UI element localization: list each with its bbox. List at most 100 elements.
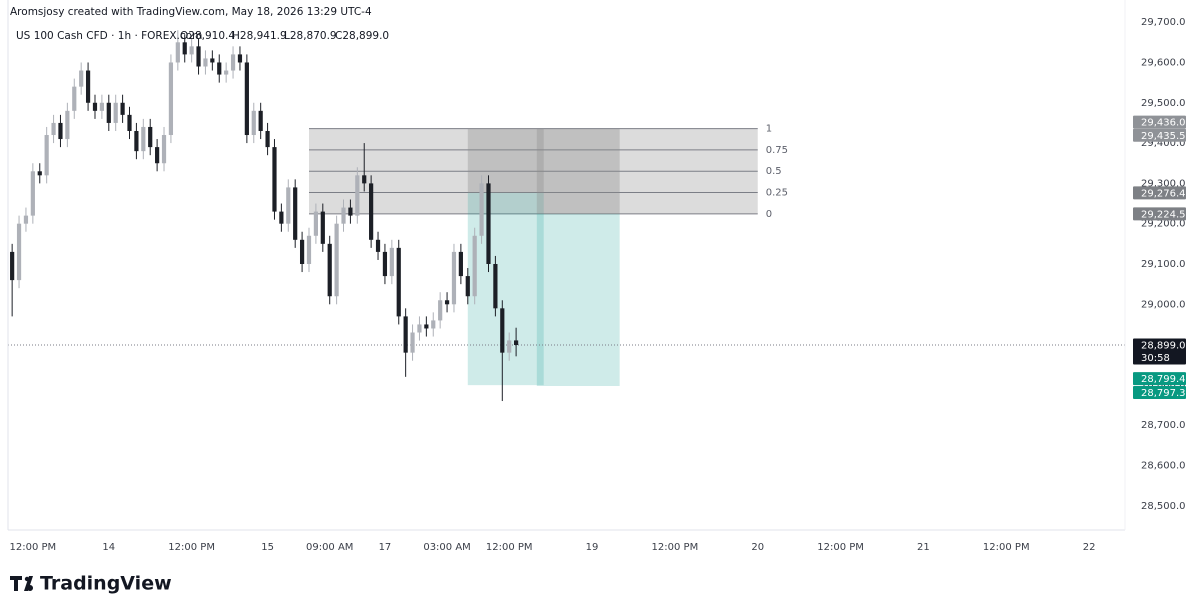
candle-body	[410, 332, 415, 353]
candle-body	[113, 102, 118, 123]
price-badge-label: 29,435.5	[1141, 131, 1186, 142]
x-tick-label: 09:00 AM	[306, 542, 353, 553]
candle-body	[23, 215, 29, 224]
price-badge	[1133, 385, 1186, 399]
y-tick-label: 29,600.0	[1141, 57, 1186, 68]
ohlc-low: L28,870.9	[284, 30, 337, 42]
last-price-badge	[1133, 338, 1186, 365]
candle-body	[265, 130, 270, 148]
x-tick-label: 17	[379, 542, 392, 553]
y-tick-label: 29,700.0	[1141, 17, 1186, 28]
candle-body	[320, 211, 325, 244]
candle-body	[258, 110, 263, 131]
target-zone	[536, 213, 620, 386]
y-tick-label: 29,000.0	[1141, 299, 1186, 310]
candle-body	[348, 207, 353, 216]
x-tick-label: 12:00 PM	[10, 542, 57, 553]
candle-body	[92, 102, 98, 111]
y-tick-label: 29,100.0	[1141, 259, 1186, 270]
x-tick-label: 12:00 PM	[168, 542, 215, 553]
candle-body	[431, 320, 436, 329]
x-tick-label: 20	[751, 542, 764, 553]
candle-body	[251, 110, 256, 136]
axes: 28,500.028,600.028,700.028,800.028,900.0…	[7, 0, 1186, 553]
x-tick-label: 12:00 PM	[652, 542, 699, 553]
candle-body	[65, 110, 70, 140]
price-badge	[1133, 186, 1186, 200]
y-tick-label: 28,500.0	[1141, 501, 1186, 512]
candle-body	[272, 147, 277, 212]
fib-level-label: 0.75	[766, 145, 788, 156]
candle-body	[472, 235, 477, 297]
candle-body	[458, 251, 463, 277]
candle-body	[293, 187, 298, 240]
ohlc-open: O28,910.4	[180, 30, 235, 42]
created-by: Aromsjosy created with TradingView.com, …	[10, 6, 372, 18]
candle-body	[334, 223, 339, 297]
candle-body	[99, 102, 104, 111]
y-tick-label: 29,300.0	[1141, 178, 1186, 189]
x-tick-label: 12:00 PM	[817, 542, 864, 553]
candle-body	[141, 126, 146, 152]
candle-body	[148, 126, 153, 148]
candle-body	[403, 316, 408, 353]
candle-body	[72, 86, 77, 111]
fib-level-label: 1	[766, 124, 772, 135]
x-tick-label: 14	[102, 542, 115, 553]
candle-body	[341, 207, 346, 224]
candle-body	[479, 183, 484, 236]
candle-body	[389, 247, 394, 277]
y-tick-label: 28,800.0	[1141, 380, 1186, 391]
bar-countdown: 30:58	[1141, 353, 1170, 364]
candle-body	[16, 223, 22, 281]
price-badge-label: 28,799.4	[1141, 374, 1186, 385]
candle-body	[486, 183, 491, 264]
x-tick-label: 12:00 PM	[486, 542, 533, 553]
candle-body	[286, 187, 291, 224]
candle-body	[210, 58, 215, 63]
fib-level-label: 0	[766, 209, 772, 220]
x-tick-label: 03:00 AM	[423, 542, 470, 553]
price-badge-label: 29,436.0	[1141, 118, 1186, 129]
candle-body	[237, 54, 243, 63]
y-tick-label: 28,600.0	[1141, 461, 1186, 472]
candle-body	[355, 175, 360, 216]
target-zone	[467, 192, 544, 386]
ohlc-high: H28,941.9	[232, 30, 287, 42]
x-tick-label: 15	[261, 542, 274, 553]
x-tick-label: 22	[1083, 542, 1096, 553]
y-tick-label: 29,200.0	[1141, 219, 1186, 230]
candle-body	[327, 243, 332, 297]
candle-body	[375, 239, 381, 252]
fib-level-label: 0.5	[766, 166, 782, 177]
price-badge-label: 29,224.5	[1141, 209, 1186, 220]
price-badge-label: 28,797.3	[1141, 388, 1186, 399]
candle-body	[175, 42, 180, 63]
price-badge	[1133, 128, 1186, 142]
candle-body	[79, 70, 84, 87]
candle-body	[37, 171, 42, 176]
y-tick-label: 28,700.0	[1141, 420, 1186, 431]
price-badge-label: 29,276.4	[1141, 188, 1186, 199]
stop-zone	[536, 128, 620, 214]
y-tick-label: 29,500.0	[1141, 98, 1186, 109]
candle-body	[203, 58, 208, 67]
x-tick-label: 12:00 PM	[983, 542, 1030, 553]
price-badge	[1133, 115, 1186, 129]
candle-body	[444, 300, 450, 305]
candle-body	[438, 300, 443, 321]
price-badge	[1133, 372, 1186, 386]
ohlc-close: C28,899.0	[335, 30, 389, 42]
candle-body	[369, 183, 374, 240]
candle-body	[514, 340, 519, 346]
candle-body	[224, 70, 229, 75]
candle-body	[306, 235, 312, 264]
candle-body	[396, 247, 401, 317]
logo-dot	[24, 576, 30, 582]
candle-body	[127, 114, 132, 131]
price-badge	[1133, 207, 1186, 221]
last-price-label: 28,899.0	[1141, 341, 1186, 352]
